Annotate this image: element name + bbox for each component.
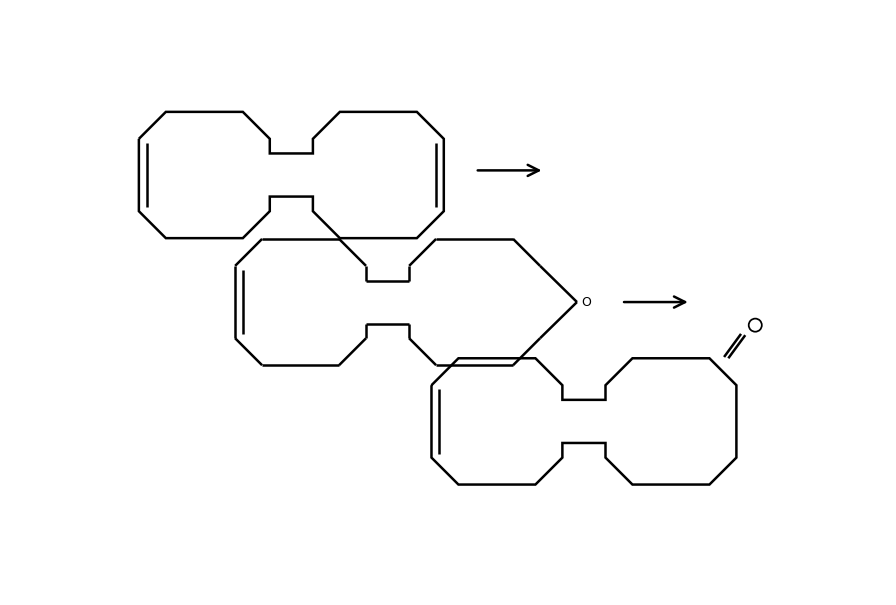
Text: O: O — [582, 296, 591, 309]
